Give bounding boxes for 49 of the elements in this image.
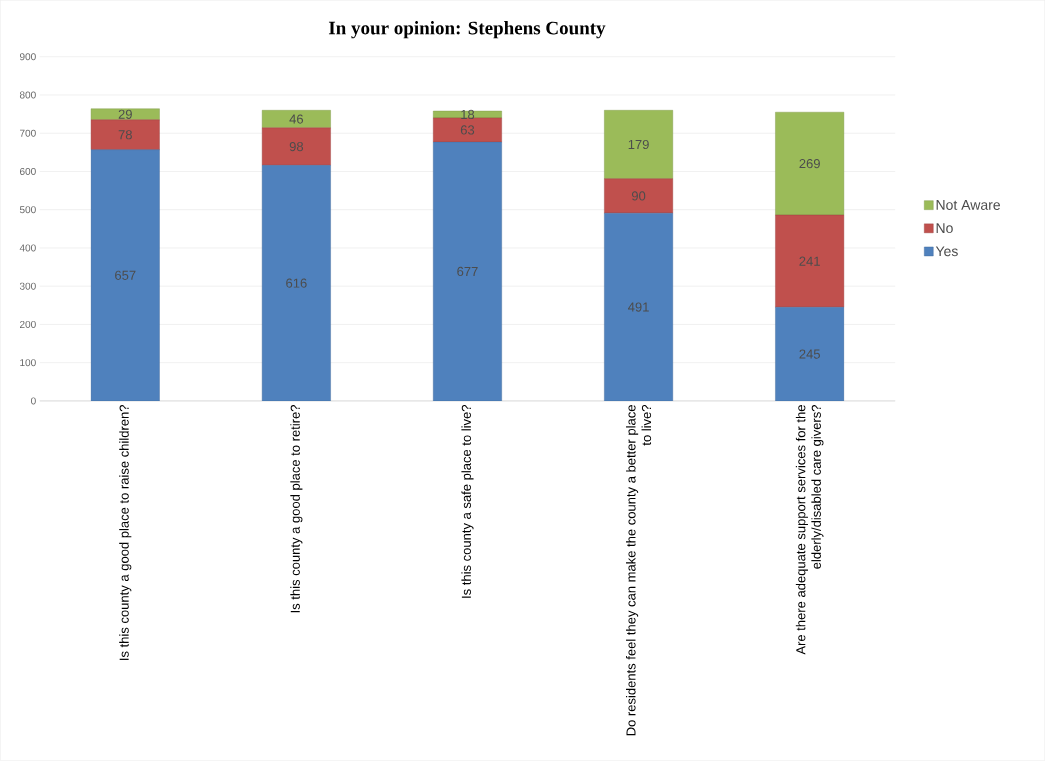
data-label: 657: [115, 270, 136, 280]
data-label: 241: [799, 256, 820, 266]
y-tick-label: 900: [19, 53, 36, 61]
bar: [90, 108, 160, 121]
y-tick-label: 200: [20, 320, 36, 329]
data-label: 18: [461, 109, 475, 120]
bar: [261, 110, 331, 129]
data-label: 78: [118, 130, 132, 140]
legend-label: Yes: [935, 246, 958, 257]
x-tick-label: Is this county a safe place to live?: [461, 405, 474, 598]
data-label: 677: [457, 266, 478, 277]
bar: [90, 149, 160, 401]
x-tick-label: Is this county a good place to retire?: [290, 405, 303, 613]
x-tick-label: Do residents feel they can make the county a better place to live?: [626, 405, 652, 736]
bar: [604, 178, 673, 214]
bar: [261, 127, 331, 166]
data-label: 179: [628, 139, 649, 150]
bar: [261, 165, 331, 401]
legend-label: Not Aware: [936, 200, 1001, 210]
y-tick-label: 0: [31, 397, 36, 405]
x-tick-label: Is this county a good place to raise children?: [119, 405, 132, 661]
bar: [604, 213, 673, 401]
bar: [433, 117, 502, 143]
data-label: 46: [289, 114, 304, 124]
bar: [433, 141, 502, 401]
y-tick-label: 500: [19, 206, 36, 214]
y-tick-label: 300: [19, 282, 36, 290]
data-label: 63: [460, 125, 475, 135]
y-tick-label: 100: [20, 359, 36, 367]
bar: [775, 307, 845, 401]
data-label: 98: [289, 142, 304, 152]
bar: [775, 214, 845, 308]
y-tick-label: 400: [19, 244, 36, 252]
data-label: 269: [799, 159, 820, 169]
data-label: 245: [799, 349, 820, 359]
x-tick-label: Are there adequate support services for the elderly/disabled care givers?: [795, 405, 824, 655]
data-label: 491: [628, 302, 649, 312]
bar: [775, 112, 845, 216]
y-tick-label: 700: [20, 129, 36, 137]
bar: [90, 119, 160, 150]
bar: [433, 110, 502, 119]
data-label: 90: [631, 191, 646, 201]
data-label: 29: [118, 109, 132, 119]
y-tick-label: 800: [19, 91, 36, 99]
data-label: 616: [286, 278, 307, 288]
chart-title: In your opinion: Stephens County: [328, 21, 606, 39]
legend-label: No: [936, 223, 953, 234]
bar: [604, 110, 673, 179]
y-tick-label: 600: [20, 168, 36, 176]
